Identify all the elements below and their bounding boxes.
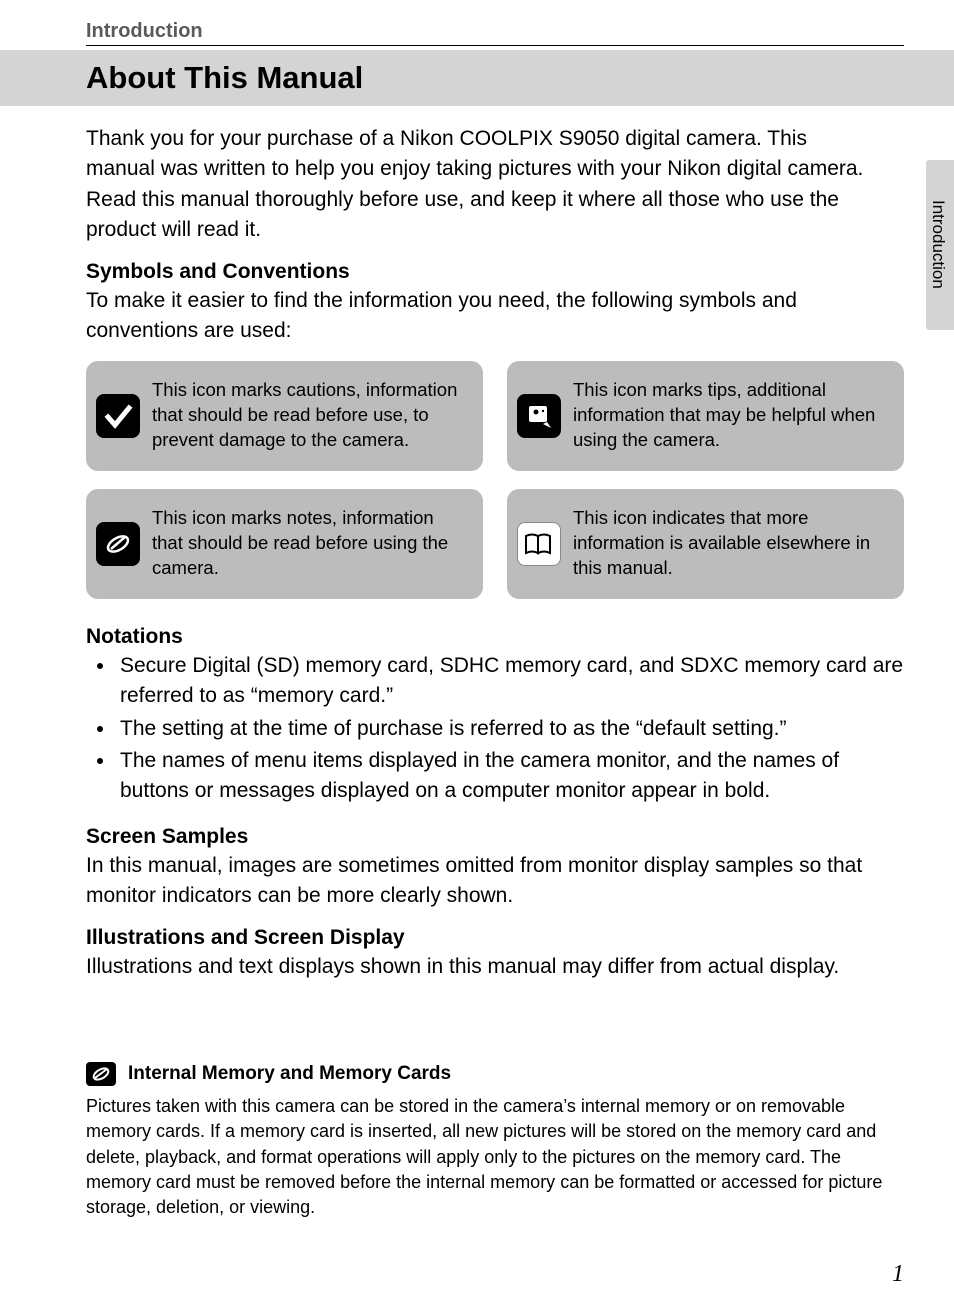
tip-icon xyxy=(517,394,561,438)
page-content: Introduction About This Manual Thank you… xyxy=(0,0,954,1314)
symbols-intro: To make it easier to find the informatio… xyxy=(86,286,904,347)
section-label: Introduction xyxy=(86,20,904,43)
list-item: The setting at the time of purchase is r… xyxy=(116,714,904,744)
note-icon xyxy=(96,522,140,566)
symbol-card: This icon marks notes, information that … xyxy=(86,489,483,599)
symbol-card: This icon marks cautions, information th… xyxy=(86,361,483,471)
header-rule: Introduction xyxy=(86,20,904,46)
callout-title: Internal Memory and Memory Cards xyxy=(128,1063,451,1085)
intro-paragraph: Thank you for your purchase of a Nikon C… xyxy=(86,124,904,246)
symbol-text: This icon marks notes, information that … xyxy=(152,506,469,581)
symbol-card: This icon marks tips, additional informa… xyxy=(507,361,904,471)
note-icon xyxy=(86,1062,116,1086)
symbols-grid: This icon marks cautions, information th… xyxy=(86,361,904,599)
list-item: Secure Digital (SD) memory card, SDHC me… xyxy=(116,651,904,712)
callout-header: Internal Memory and Memory Cards xyxy=(86,1062,904,1086)
illustrations-heading: Illustrations and Screen Display xyxy=(86,926,904,950)
symbol-card: This icon indicates that more informatio… xyxy=(507,489,904,599)
screen-samples-body: In this manual, images are sometimes omi… xyxy=(86,851,904,912)
screen-samples-heading: Screen Samples xyxy=(86,825,904,849)
list-item: The names of menu items displayed in the… xyxy=(116,746,904,807)
symbols-heading: Symbols and Conventions xyxy=(86,260,904,284)
notations-heading: Notations xyxy=(86,625,904,649)
reference-icon xyxy=(517,522,561,566)
symbol-text: This icon marks cautions, information th… xyxy=(152,378,469,453)
caution-icon xyxy=(96,394,140,438)
page-number: 1 xyxy=(892,1261,904,1288)
symbol-text: This icon indicates that more informatio… xyxy=(573,506,890,581)
callout-body: Pictures taken with this camera can be s… xyxy=(86,1094,904,1220)
illustrations-body: Illustrations and text displays shown in… xyxy=(86,952,904,982)
title-bar: About This Manual xyxy=(0,50,954,106)
notations-list: Secure Digital (SD) memory card, SDHC me… xyxy=(86,651,904,807)
page-title: About This Manual xyxy=(86,60,904,96)
symbol-text: This icon marks tips, additional informa… xyxy=(573,378,890,453)
callout-section: Internal Memory and Memory Cards Picture… xyxy=(86,1062,904,1220)
